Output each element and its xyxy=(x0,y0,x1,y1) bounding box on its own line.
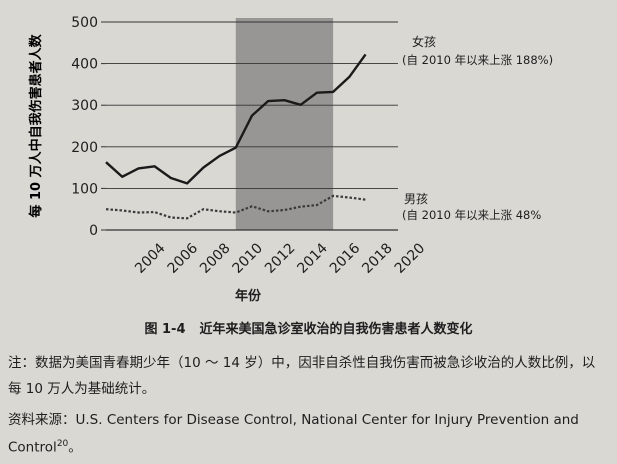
y-tick-label: 500 xyxy=(71,15,98,31)
y-tick-label: 300 xyxy=(71,98,98,114)
figure-caption: 图 1-4 近年来美国急诊室收治的自我伤害患者人数变化 xyxy=(0,318,617,337)
x-tick-label: 2004 xyxy=(132,240,169,277)
y-tick-label: 400 xyxy=(71,57,98,73)
x-tick-label: 2010 xyxy=(230,240,267,277)
shaded-period xyxy=(235,18,334,230)
y-axis-label: 每 10 万人中自我伤害患者人数 xyxy=(28,33,44,217)
figure-note: 注：数据为美国青春期少年（10 ～ 14 岁）中，因非自杀性自我伤害而被急诊收治… xyxy=(8,355,596,397)
figure-title: 近年来美国急诊室收治的自我伤害患者人数变化 xyxy=(199,322,473,337)
y-tick-label: 0 xyxy=(89,223,98,239)
figure-number: 图 1-4 xyxy=(144,322,186,337)
y-tick-label: 100 xyxy=(71,181,98,197)
series-label-boys: 男孩 xyxy=(404,192,428,206)
source-reference: 20 xyxy=(56,439,69,449)
x-tick-label: 2018 xyxy=(359,240,396,277)
series-line-girls xyxy=(105,53,367,185)
series-note-boys: (自 2010 年以来上涨 48% xyxy=(402,208,541,222)
x-tick-label: 2016 xyxy=(327,240,364,277)
x-tick-label: 2006 xyxy=(165,240,202,277)
x-tick-label: 2012 xyxy=(262,240,299,277)
x-tick-label: 2008 xyxy=(197,240,234,277)
source-end: 。 xyxy=(68,439,82,456)
x-tick-label: 2014 xyxy=(294,240,331,277)
series-note-girls: (自 2010 年以来上涨 188%) xyxy=(402,53,553,67)
source-text: 资料来源：U.S. Centers for Disease Control, N… xyxy=(8,412,579,456)
y-tick-label: 200 xyxy=(71,140,98,156)
series-label-girls: 女孩 xyxy=(412,34,436,49)
x-tick-label: 2020 xyxy=(392,240,429,277)
x-axis-label: 年份 xyxy=(235,288,262,304)
data-source: 资料来源：U.S. Centers for Disease Control, N… xyxy=(8,408,608,460)
